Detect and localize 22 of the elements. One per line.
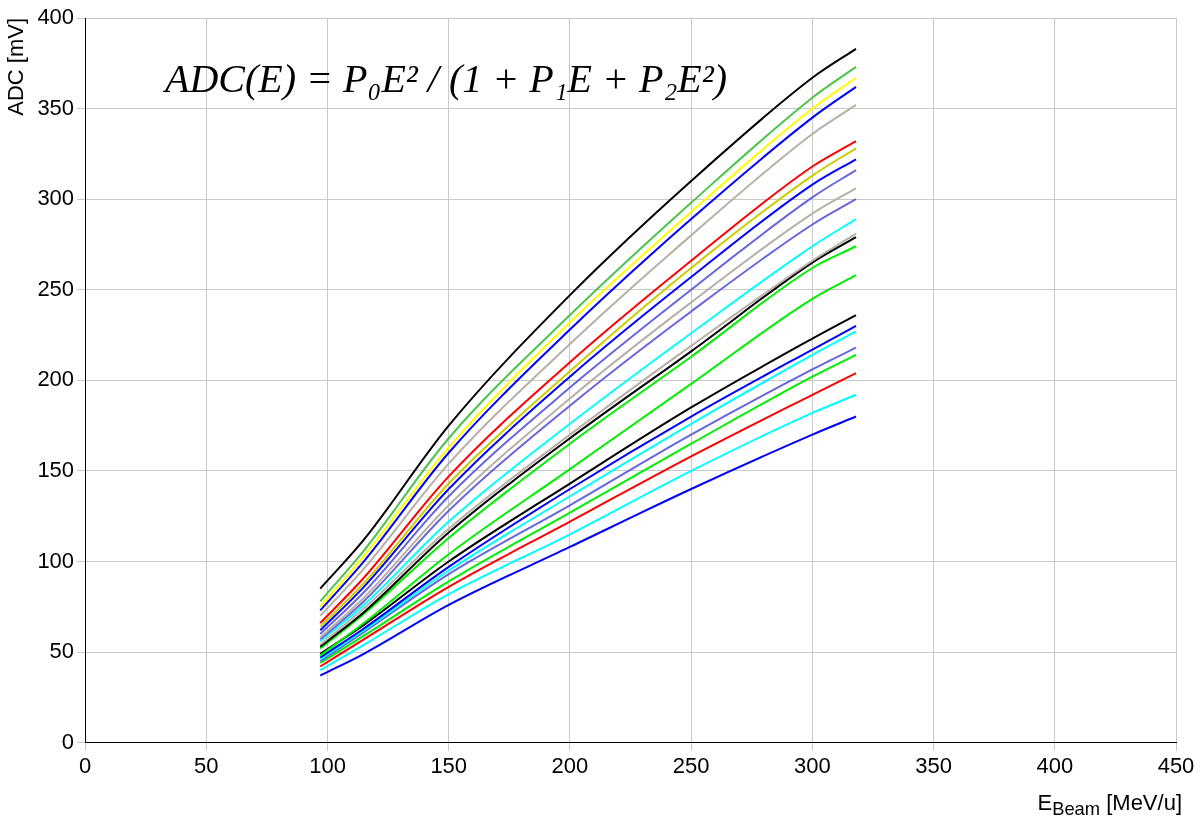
y-axis-title: ADC [mV] [3, 18, 29, 116]
y-tick-label: 400 [37, 4, 75, 30]
y-tick-label: 250 [37, 275, 75, 301]
y-tick-label: 350 [37, 94, 75, 120]
y-tick-label: 150 [37, 456, 75, 482]
y-tick-label: 200 [37, 366, 75, 392]
x-tick-label: 450 [1157, 752, 1195, 778]
x-tick-label: 250 [672, 752, 710, 778]
y-tick-label: 300 [37, 185, 75, 211]
x-tick-label: 200 [551, 752, 589, 778]
annotation: ADC(E) = P₀E² / (1 + P₁E + P₂E²) [165, 55, 728, 102]
x-axis-title: E$_{Beam}$ [MeV/u] [1037, 790, 1182, 821]
x-tick-label: 300 [794, 752, 831, 778]
x-tick-label: 350 [915, 752, 952, 778]
x-tick-label: 100 [309, 752, 346, 778]
y-tick-label: 0 [61, 728, 75, 754]
y-tick-label: 100 [37, 547, 75, 573]
x-tick-label: 50 [194, 752, 219, 778]
x-tick-label: 0 [78, 752, 92, 778]
x-tick-label: 150 [430, 752, 468, 778]
y-tick-label: 50 [49, 638, 75, 664]
x-tick-label: 400 [1036, 752, 1074, 778]
